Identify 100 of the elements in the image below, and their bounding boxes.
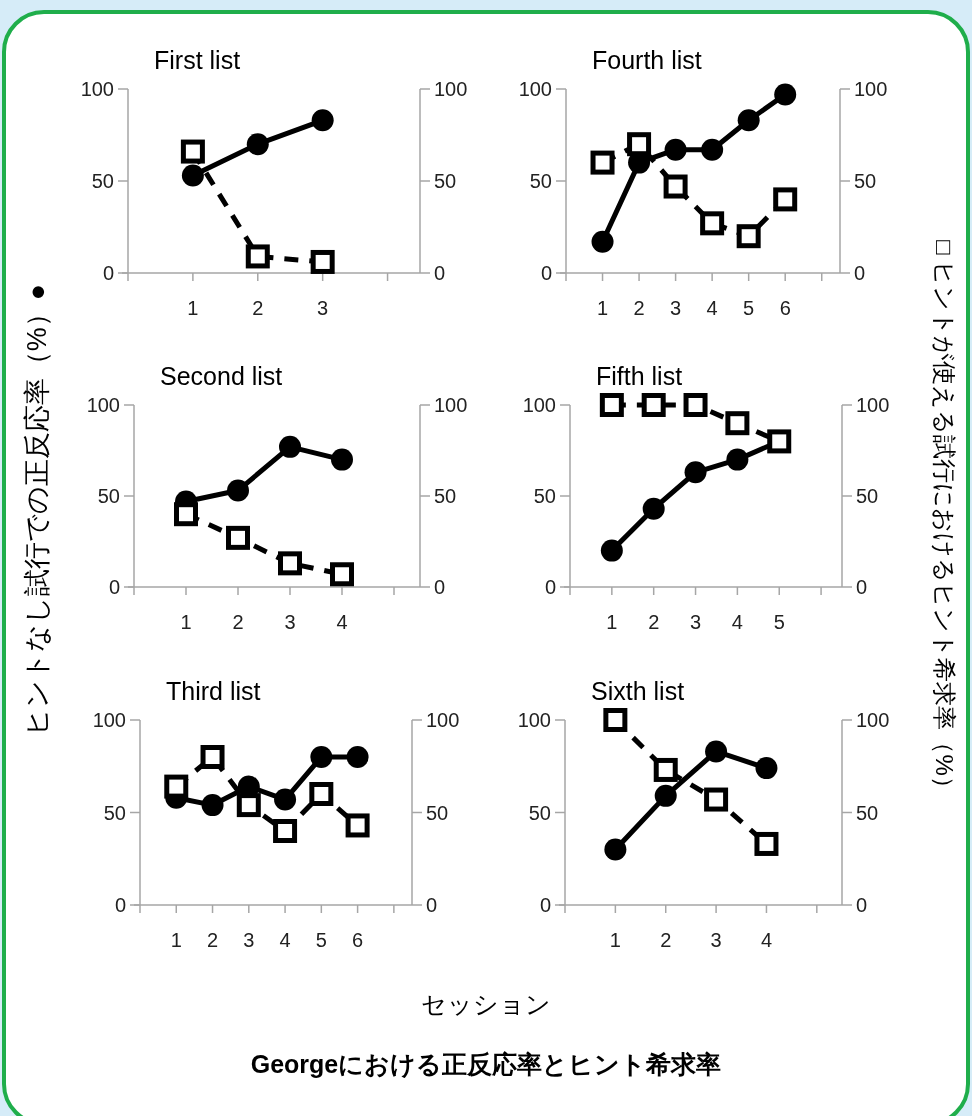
y2-tick-label: 0 bbox=[426, 894, 438, 916]
point bbox=[590, 150, 615, 175]
x-tick-label: 3 bbox=[317, 297, 329, 319]
text: セッション bbox=[421, 990, 551, 1018]
point bbox=[599, 393, 624, 417]
point bbox=[200, 745, 225, 769]
y-tick-label: 0 bbox=[114, 894, 126, 916]
point bbox=[181, 164, 204, 187]
x-tick-label: 1 bbox=[606, 611, 618, 633]
point bbox=[604, 838, 627, 861]
point bbox=[591, 230, 614, 253]
chart-title: Sixth list bbox=[591, 677, 685, 705]
x-tick-label: 5 bbox=[315, 929, 327, 951]
y-tick-label: 0 bbox=[540, 262, 552, 284]
y-tick-label: 50 bbox=[97, 485, 120, 507]
x-tick-label: 4 bbox=[279, 929, 291, 951]
x-tick-label: 1 bbox=[187, 297, 199, 319]
text: Georgeにおける正反応率とヒント希求率 bbox=[250, 1050, 722, 1079]
point bbox=[755, 757, 778, 780]
point bbox=[603, 708, 628, 732]
point bbox=[273, 819, 298, 843]
x-tick-label: 4 bbox=[760, 929, 773, 951]
text: □ ヒントが使える試行におけるヒント希求率（%） bbox=[931, 240, 958, 800]
x-tick-label: 1 bbox=[609, 929, 621, 951]
point bbox=[331, 448, 353, 471]
y-tick-label: 50 bbox=[533, 485, 556, 507]
y2-tick-label: 100 bbox=[426, 709, 460, 731]
x-tick-label: 3 bbox=[670, 297, 682, 319]
point bbox=[346, 746, 369, 768]
y-tick-label: 100 bbox=[517, 709, 551, 731]
point bbox=[773, 187, 798, 212]
x-tick-label: 4 bbox=[336, 611, 348, 633]
point bbox=[627, 132, 652, 157]
chart-title: Second list bbox=[160, 362, 283, 390]
x-tick-label: 3 bbox=[243, 929, 255, 951]
chart-title: Third list bbox=[166, 677, 261, 705]
point bbox=[726, 448, 749, 471]
x-tick-label: 6 bbox=[779, 297, 791, 319]
y2-tick-label: 100 bbox=[434, 78, 468, 100]
point bbox=[737, 109, 760, 132]
point bbox=[274, 788, 297, 811]
y2-tick-label: 50 bbox=[426, 801, 449, 824]
x-tick-label: 5 bbox=[743, 297, 755, 319]
y2-tick-label: 0 bbox=[434, 576, 446, 598]
y2-tick-label: 100 bbox=[856, 709, 890, 731]
y-tick-label: 100 bbox=[80, 78, 114, 100]
point bbox=[245, 244, 270, 269]
point bbox=[227, 479, 249, 502]
x-tick-label: 2 bbox=[633, 297, 645, 319]
point bbox=[664, 138, 687, 161]
point bbox=[311, 109, 334, 132]
y2-tick-label: 100 bbox=[854, 78, 888, 100]
x-tick-label: 2 bbox=[648, 611, 660, 633]
point bbox=[684, 461, 707, 484]
x-tick-label: 2 bbox=[252, 297, 264, 319]
y2-tick-label: 50 bbox=[856, 485, 879, 507]
y-tick-label: 50 bbox=[529, 170, 552, 192]
y-tick-label: 0 bbox=[539, 894, 551, 916]
x-tick-label: 6 bbox=[352, 929, 364, 951]
point bbox=[310, 746, 333, 768]
y2-tick-label: 0 bbox=[434, 262, 446, 284]
y-tick-label: 0 bbox=[544, 576, 556, 598]
point bbox=[654, 784, 677, 807]
y-tick-label: 50 bbox=[91, 170, 114, 192]
point bbox=[653, 757, 678, 782]
x-tick-label: 3 bbox=[689, 611, 702, 633]
point bbox=[309, 782, 334, 806]
x-tick-label: 1 bbox=[170, 929, 182, 951]
x-tick-label: 4 bbox=[706, 297, 718, 319]
x-tick-label: 3 bbox=[284, 611, 296, 633]
y2-tick-label: 50 bbox=[856, 801, 879, 824]
point bbox=[700, 211, 725, 236]
y-tick-label: 100 bbox=[522, 394, 556, 416]
y2-tick-label: 50 bbox=[434, 485, 457, 507]
point bbox=[705, 740, 728, 763]
x-tick-label: 2 bbox=[232, 611, 244, 633]
chart-title: First list bbox=[154, 46, 241, 74]
point bbox=[330, 562, 354, 587]
x-tick-label: 3 bbox=[710, 929, 722, 951]
point bbox=[663, 174, 688, 199]
point bbox=[278, 551, 302, 576]
point bbox=[641, 393, 666, 417]
x-tick-label: 2 bbox=[660, 929, 672, 951]
text: ヒントなし試行での正反応率（%）● bbox=[22, 283, 52, 737]
y2-tick-label: 0 bbox=[856, 576, 868, 598]
point bbox=[704, 787, 729, 812]
point bbox=[164, 774, 189, 799]
y2-tick-label: 50 bbox=[434, 170, 457, 192]
point bbox=[345, 813, 370, 838]
point bbox=[642, 497, 665, 520]
chart-title: Fifth list bbox=[596, 362, 683, 390]
x-tick-label: 4 bbox=[731, 611, 743, 633]
y-tick-label: 0 bbox=[102, 262, 114, 284]
point bbox=[246, 133, 269, 156]
point bbox=[310, 249, 335, 274]
y-tick-label: 50 bbox=[103, 801, 126, 824]
y-tick-label: 100 bbox=[86, 394, 120, 416]
x-tick-label: 5 bbox=[773, 611, 785, 633]
point bbox=[174, 502, 198, 527]
y2-tick-label: 0 bbox=[854, 262, 866, 284]
